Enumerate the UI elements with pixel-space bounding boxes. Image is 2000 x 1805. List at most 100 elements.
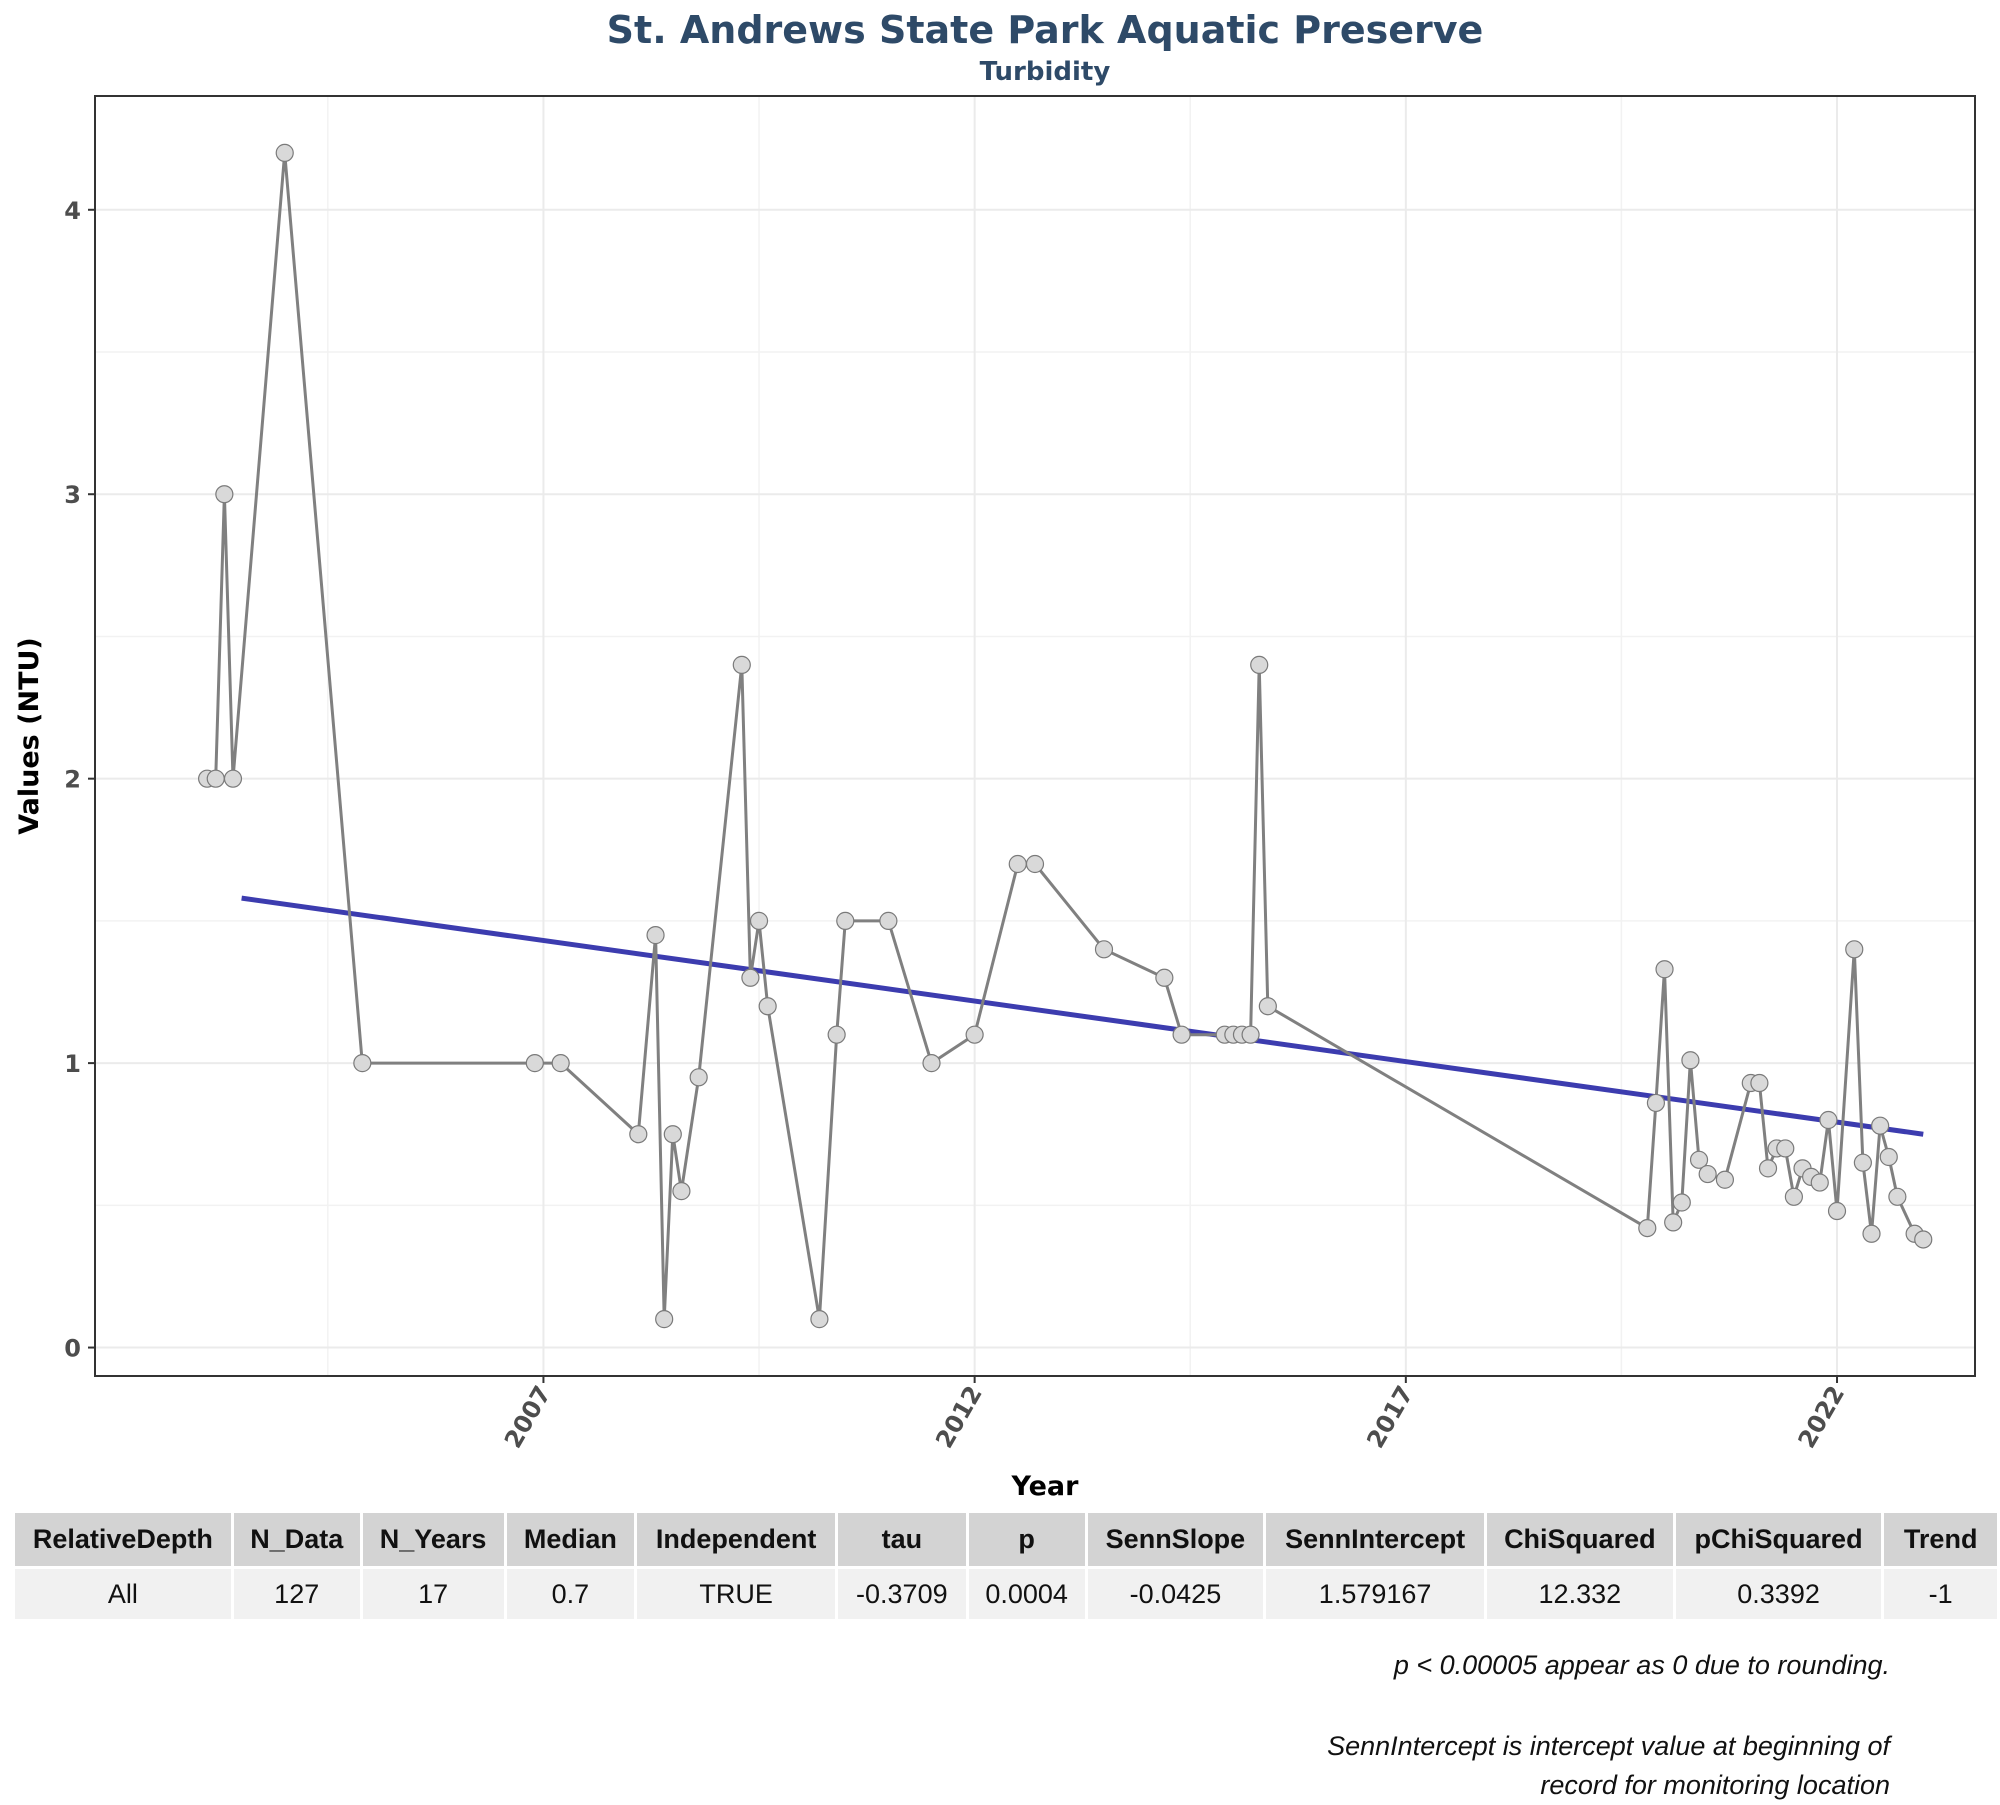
table-header-cell: Trend — [1882, 1513, 2000, 1569]
series-line — [207, 151, 1925, 1321]
data-point — [525, 1054, 544, 1073]
data-point — [353, 1054, 372, 1073]
data-point — [629, 1125, 648, 1144]
table-cell: 0.3392 — [1674, 1567, 1885, 1619]
data-point — [689, 1068, 708, 1087]
data-point — [1689, 1150, 1709, 1169]
data-point — [1827, 1201, 1847, 1221]
y-tick-label: 0 — [64, 1335, 81, 1363]
data-point — [922, 1054, 941, 1073]
data-point — [1155, 968, 1174, 987]
data-point — [810, 1310, 829, 1329]
data-point — [1646, 1093, 1666, 1113]
data-point — [646, 926, 665, 945]
data-point — [1845, 940, 1864, 959]
data-point — [1698, 1164, 1717, 1184]
data-point — [758, 997, 777, 1016]
stats-table: RelativeDepth N_Data N_Years Median Independ… — [15, 1513, 2000, 1619]
data-point — [215, 485, 234, 504]
x-tick-label: 2007 — [499, 1381, 557, 1453]
table-header-cell: RelativeDepth — [15, 1513, 234, 1569]
data-point — [1914, 1230, 1933, 1249]
table-header-cell: SennIntercept — [1264, 1513, 1487, 1569]
data-point — [1819, 1110, 1838, 1130]
data-point — [663, 1125, 682, 1144]
x-tick-label: 2012 — [930, 1381, 988, 1453]
intercept-note-line2: record for monitoring location — [1540, 1770, 1890, 1800]
chart-subtitle: Turbidity — [980, 57, 1111, 87]
intercept-note-line1: SennIntercept is intercept value at begi… — [1327, 1731, 1890, 1761]
data-point — [1094, 940, 1114, 959]
table-header-cell: p — [967, 1513, 1088, 1569]
table-header-cell: SennSlope — [1086, 1513, 1267, 1569]
table-cell: -1 — [1882, 1567, 2000, 1619]
table-cell: 0.7 — [505, 1567, 638, 1619]
data-point — [275, 143, 294, 162]
table-header-cell: pChiSquared — [1674, 1513, 1885, 1569]
chart-title: St. Andrews State Park Aquatic Preserve — [607, 8, 1484, 52]
data-point — [836, 911, 855, 930]
data-point — [223, 769, 243, 788]
table-cell: All — [15, 1567, 234, 1619]
data-point — [1664, 1213, 1683, 1232]
table-body: All 127 17 0.7 TRUE -0.3709 0.0004 -0.0425 1.579… — [15, 1567, 2000, 1619]
table-row: All 127 17 0.7 TRUE -0.3709 0.0004 -0.0425 1.579… — [15, 1567, 2000, 1619]
data-point — [732, 655, 751, 674]
table-cell: 12.332 — [1485, 1567, 1676, 1619]
data-point — [1758, 1159, 1778, 1178]
data-point — [1172, 1025, 1191, 1044]
data-point — [1715, 1170, 1735, 1189]
table-cell: 0.0004 — [967, 1567, 1088, 1619]
chart: St. Andrews State Park Aquatic Preserve … — [14, 8, 1976, 1500]
plot-border — [94, 95, 1976, 1377]
data-point — [1750, 1073, 1769, 1093]
data-point — [1853, 1153, 1872, 1172]
table-cell: 17 — [361, 1567, 507, 1619]
data-point — [1250, 655, 1269, 674]
table-header-cell: N_Years — [361, 1513, 507, 1569]
table-cell: TRUE — [635, 1567, 838, 1619]
data-point — [741, 968, 760, 987]
table-cell: -0.3709 — [836, 1567, 969, 1619]
trend-line — [241, 895, 1924, 1137]
x-tick-label: 2022 — [1793, 1381, 1851, 1453]
data-point — [827, 1025, 846, 1044]
x-axis-title: Year — [1011, 1471, 1080, 1500]
data-point — [655, 1310, 674, 1329]
data-point — [1810, 1173, 1829, 1192]
data-point — [551, 1054, 570, 1073]
data-point — [879, 911, 898, 930]
table-header-cell: Independent — [635, 1513, 838, 1569]
x-tick-label: 2017 — [1361, 1381, 1419, 1453]
data-point — [206, 769, 225, 788]
data-point — [1888, 1187, 1907, 1206]
data-point — [1008, 854, 1027, 874]
data-point — [1025, 854, 1045, 874]
data-point — [672, 1182, 691, 1201]
table-header-cell: ChiSquared — [1485, 1513, 1676, 1569]
y-tick-label: 1 — [64, 1050, 81, 1078]
data-point — [749, 911, 769, 930]
table-header-cell: N_Data — [232, 1513, 363, 1569]
data-point — [1879, 1147, 1898, 1167]
axis-layer: 0 1 2 3 4 2007 2012 2017 2022 — [64, 197, 1850, 1453]
data-point — [1862, 1224, 1881, 1243]
y-tick-label: 3 — [64, 481, 81, 509]
grid — [95, 96, 1975, 1376]
table-header-cell: tau — [836, 1513, 969, 1569]
data-point — [1241, 1025, 1260, 1044]
data-point — [1672, 1193, 1691, 1212]
data-point — [965, 1025, 984, 1044]
y-tick-label: 4 — [64, 197, 81, 225]
data-point — [1871, 1116, 1890, 1135]
series-layer — [198, 143, 1933, 1329]
data-point — [1681, 1051, 1700, 1070]
y-tick-label: 2 — [64, 766, 81, 794]
data-point — [1638, 1218, 1657, 1238]
y-axis-title: Values (NTU) — [14, 637, 45, 835]
data-point — [1655, 960, 1674, 979]
data-point — [1258, 997, 1277, 1016]
table-cell: -0.0425 — [1086, 1567, 1267, 1619]
table-header-cell: Median — [505, 1513, 638, 1569]
trend-layer — [241, 895, 1924, 1137]
